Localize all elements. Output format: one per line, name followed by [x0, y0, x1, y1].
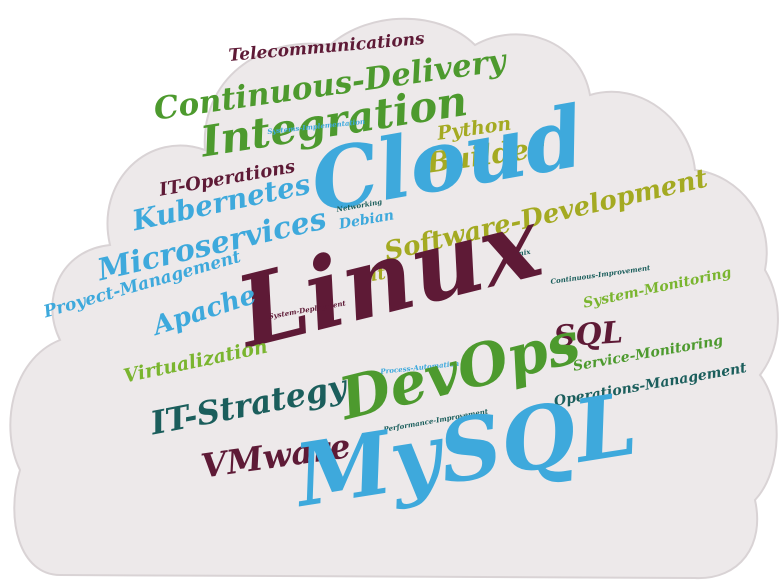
cloud-background: [9, 17, 779, 580]
